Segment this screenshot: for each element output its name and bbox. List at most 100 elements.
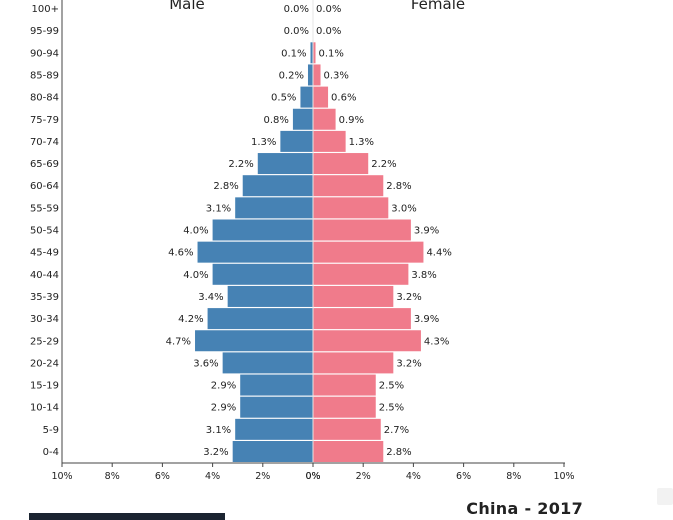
female-value-label: 2.5% <box>379 403 404 414</box>
female-value-label: 3.2% <box>396 358 421 369</box>
female-bar <box>313 374 376 396</box>
male-bar <box>212 263 313 285</box>
x-tick-label: 0% <box>305 471 320 482</box>
female-value-label: 3.2% <box>396 292 421 303</box>
male-bar <box>300 86 313 108</box>
male-bar <box>232 441 313 462</box>
age-group-label: 75-79 <box>30 115 59 126</box>
female-bar <box>313 153 369 175</box>
age-group-label: 15-19 <box>30 381 59 392</box>
female-bar <box>313 64 321 86</box>
age-group-label: 5-9 <box>43 425 59 436</box>
female-bar <box>313 108 336 130</box>
female-value-label: 0.0% <box>316 4 341 15</box>
male-value-label: 0.1% <box>281 48 306 59</box>
bottom-dark-bar <box>29 513 225 520</box>
male-bar <box>212 219 313 241</box>
female-value-label: 3.9% <box>414 226 439 237</box>
female-label: Female <box>411 0 465 13</box>
female-bar <box>313 396 376 418</box>
male-bar <box>207 308 313 330</box>
age-group-label: 70-74 <box>30 137 59 148</box>
age-group-label: 45-49 <box>30 248 59 259</box>
female-value-label: 1.3% <box>349 137 374 148</box>
male-value-label: 2.8% <box>213 181 238 192</box>
female-value-label: 3.8% <box>411 270 436 281</box>
male-value-label: 3.6% <box>193 358 218 369</box>
x-tick-label: 10% <box>553 471 574 482</box>
female-value-label: 0.0% <box>316 26 341 37</box>
age-group-label: 35-39 <box>30 292 59 303</box>
female-bar <box>313 263 409 285</box>
female-bar <box>313 197 389 219</box>
male-bar <box>257 153 313 175</box>
age-group-label: 55-59 <box>30 203 59 214</box>
chart-title: China - 2017 <box>466 499 583 518</box>
female-value-label: 2.8% <box>386 447 411 458</box>
female-bar <box>313 241 424 263</box>
female-value-label: 3.9% <box>414 314 439 325</box>
female-value-label: 4.3% <box>424 336 449 347</box>
male-value-label: 0.0% <box>284 4 309 15</box>
x-tick-label: 8% <box>105 471 120 482</box>
male-value-label: 3.1% <box>206 203 231 214</box>
age-group-label: 80-84 <box>30 93 59 104</box>
male-value-label: 3.1% <box>206 425 231 436</box>
male-value-label: 0.5% <box>271 93 296 104</box>
age-group-label: 0-4 <box>43 447 59 458</box>
male-bar <box>310 42 313 64</box>
female-bar <box>313 130 346 152</box>
male-value-label: 2.2% <box>228 159 253 170</box>
bars-group: 0-4 3.2% 2.8% 5-9 3.1% 2.7% 10-14 2.9% 2.5% 15-19… <box>30 4 452 462</box>
male-value-label: 4.6% <box>168 248 193 259</box>
female-bar <box>313 219 411 241</box>
female-value-label: 4.4% <box>426 248 451 259</box>
female-bar <box>313 42 316 64</box>
age-group-label: 25-29 <box>30 336 59 347</box>
corner-widget[interactable] <box>657 488 673 505</box>
age-group-label: 100+ <box>32 4 59 15</box>
male-value-label: 4.0% <box>183 270 208 281</box>
x-tick-label: 2% <box>255 471 270 482</box>
male-value-label: 2.9% <box>211 381 236 392</box>
male-value-label: 4.7% <box>166 336 191 347</box>
male-value-label: 0.0% <box>284 26 309 37</box>
age-group-label: 90-94 <box>30 48 59 59</box>
female-value-label: 2.2% <box>371 159 396 170</box>
female-bar <box>313 86 329 108</box>
x-tick-label: 2% <box>356 471 371 482</box>
x-tick-label: 0% <box>305 471 320 482</box>
male-label: Male <box>169 0 205 13</box>
male-value-label: 0.2% <box>279 70 304 81</box>
male-bar <box>235 418 313 440</box>
x-tick-label: 6% <box>155 471 170 482</box>
female-bar <box>313 285 394 307</box>
male-bar <box>222 352 313 374</box>
female-value-label: 0.3% <box>324 70 349 81</box>
male-value-label: 3.4% <box>198 292 223 303</box>
male-value-label: 3.2% <box>203 447 228 458</box>
female-bar <box>313 175 384 197</box>
male-bar <box>240 396 313 418</box>
male-bar <box>307 64 313 86</box>
male-bar <box>292 108 313 130</box>
male-bar <box>280 130 313 152</box>
female-value-label: 2.5% <box>379 381 404 392</box>
male-value-label: 0.8% <box>264 115 289 126</box>
female-value-label: 3.0% <box>391 203 416 214</box>
male-value-label: 4.2% <box>178 314 203 325</box>
male-bar <box>242 175 313 197</box>
age-group-label: 85-89 <box>30 70 59 81</box>
x-tick-label: 4% <box>406 471 421 482</box>
age-group-label: 30-34 <box>30 314 59 325</box>
male-value-label: 2.9% <box>211 403 236 414</box>
age-group-label: 65-69 <box>30 159 59 170</box>
female-value-label: 0.1% <box>319 48 344 59</box>
x-tick-label: 10% <box>51 471 72 482</box>
age-group-label: 50-54 <box>30 226 59 237</box>
female-value-label: 0.6% <box>331 93 356 104</box>
axes-group: 10% 8% 6% 4% 2% 0%0% 2% 4% 6% 8% 10% <box>51 0 575 482</box>
age-group-label: 95-99 <box>30 26 59 37</box>
x-tick-label: 4% <box>205 471 220 482</box>
